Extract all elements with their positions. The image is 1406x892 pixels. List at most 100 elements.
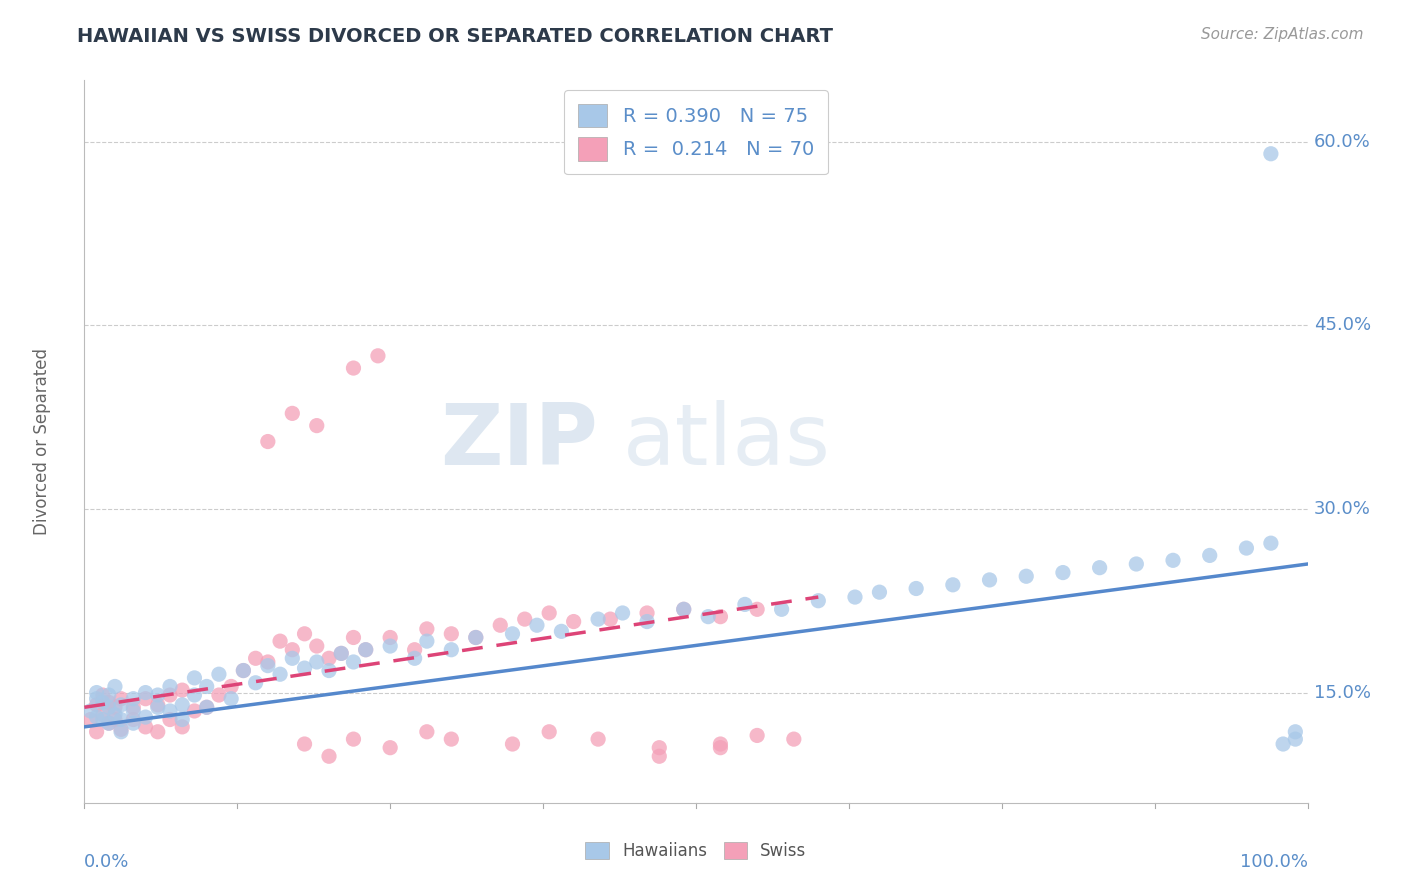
- Point: [294, 737, 316, 751]
- Point: [86, 691, 108, 706]
- Point: [135, 685, 157, 699]
- Point: [380, 639, 402, 653]
- Point: [380, 631, 402, 645]
- Point: [354, 642, 377, 657]
- Point: [942, 578, 965, 592]
- Point: [219, 680, 242, 694]
- Point: [195, 680, 218, 694]
- Point: [195, 700, 218, 714]
- Point: [648, 749, 671, 764]
- Point: [1272, 737, 1295, 751]
- Point: [305, 655, 328, 669]
- Point: [183, 671, 205, 685]
- Point: [146, 724, 169, 739]
- Point: [538, 606, 561, 620]
- Point: [159, 704, 181, 718]
- Point: [104, 713, 127, 727]
- Point: [538, 724, 561, 739]
- Point: [172, 683, 194, 698]
- Text: 45.0%: 45.0%: [1313, 316, 1371, 334]
- Point: [135, 691, 157, 706]
- Point: [146, 700, 169, 714]
- Point: [844, 590, 866, 604]
- Point: [79, 704, 101, 718]
- Point: [342, 361, 364, 376]
- Point: [318, 749, 340, 764]
- Point: [1125, 557, 1147, 571]
- Point: [342, 732, 364, 747]
- Point: [91, 695, 114, 709]
- Point: [219, 691, 242, 706]
- Point: [281, 406, 304, 420]
- Point: [586, 732, 609, 747]
- Text: 60.0%: 60.0%: [1313, 133, 1371, 151]
- Point: [135, 720, 157, 734]
- Point: [97, 700, 120, 714]
- Point: [183, 704, 205, 718]
- Point: [1260, 146, 1282, 161]
- Point: [122, 716, 145, 731]
- Point: [79, 713, 101, 727]
- Point: [709, 609, 731, 624]
- Point: [1260, 536, 1282, 550]
- Point: [342, 631, 364, 645]
- Point: [281, 642, 304, 657]
- Point: [208, 667, 231, 681]
- Point: [1284, 732, 1306, 747]
- Point: [1052, 566, 1074, 580]
- Point: [172, 720, 194, 734]
- Point: [404, 651, 426, 665]
- Point: [159, 688, 181, 702]
- Text: 100.0%: 100.0%: [1240, 854, 1308, 871]
- Point: [110, 691, 132, 706]
- Point: [110, 723, 132, 737]
- Point: [172, 713, 194, 727]
- Point: [1088, 560, 1111, 574]
- Point: [269, 667, 291, 681]
- Point: [269, 634, 291, 648]
- Point: [416, 724, 439, 739]
- Point: [86, 698, 108, 712]
- Point: [905, 582, 928, 596]
- Point: [294, 627, 316, 641]
- Point: [122, 704, 145, 718]
- Point: [208, 688, 231, 702]
- Point: [1198, 549, 1220, 563]
- Point: [672, 602, 695, 616]
- Point: [416, 622, 439, 636]
- Point: [1284, 724, 1306, 739]
- Point: [747, 728, 769, 742]
- Text: Source: ZipAtlas.com: Source: ZipAtlas.com: [1201, 27, 1364, 42]
- Point: [122, 691, 145, 706]
- Point: [86, 710, 108, 724]
- Point: [367, 349, 389, 363]
- Point: [416, 634, 439, 648]
- Point: [318, 664, 340, 678]
- Point: [110, 724, 132, 739]
- Point: [97, 688, 120, 702]
- Point: [159, 713, 181, 727]
- Point: [464, 631, 486, 645]
- Point: [104, 680, 127, 694]
- Point: [146, 688, 169, 702]
- Point: [183, 688, 205, 702]
- Point: [562, 615, 585, 629]
- Point: [342, 655, 364, 669]
- Point: [783, 732, 806, 747]
- Point: [513, 612, 536, 626]
- Point: [502, 737, 524, 751]
- Point: [1015, 569, 1038, 583]
- Point: [245, 675, 267, 690]
- Point: [636, 606, 658, 620]
- Point: [464, 631, 486, 645]
- Point: [440, 627, 463, 641]
- Point: [172, 698, 194, 712]
- Point: [294, 661, 316, 675]
- Text: ZIP: ZIP: [440, 400, 598, 483]
- Text: 15.0%: 15.0%: [1313, 683, 1371, 702]
- Point: [869, 585, 891, 599]
- Point: [122, 700, 145, 714]
- Point: [104, 707, 127, 722]
- Point: [110, 698, 132, 712]
- Point: [734, 598, 756, 612]
